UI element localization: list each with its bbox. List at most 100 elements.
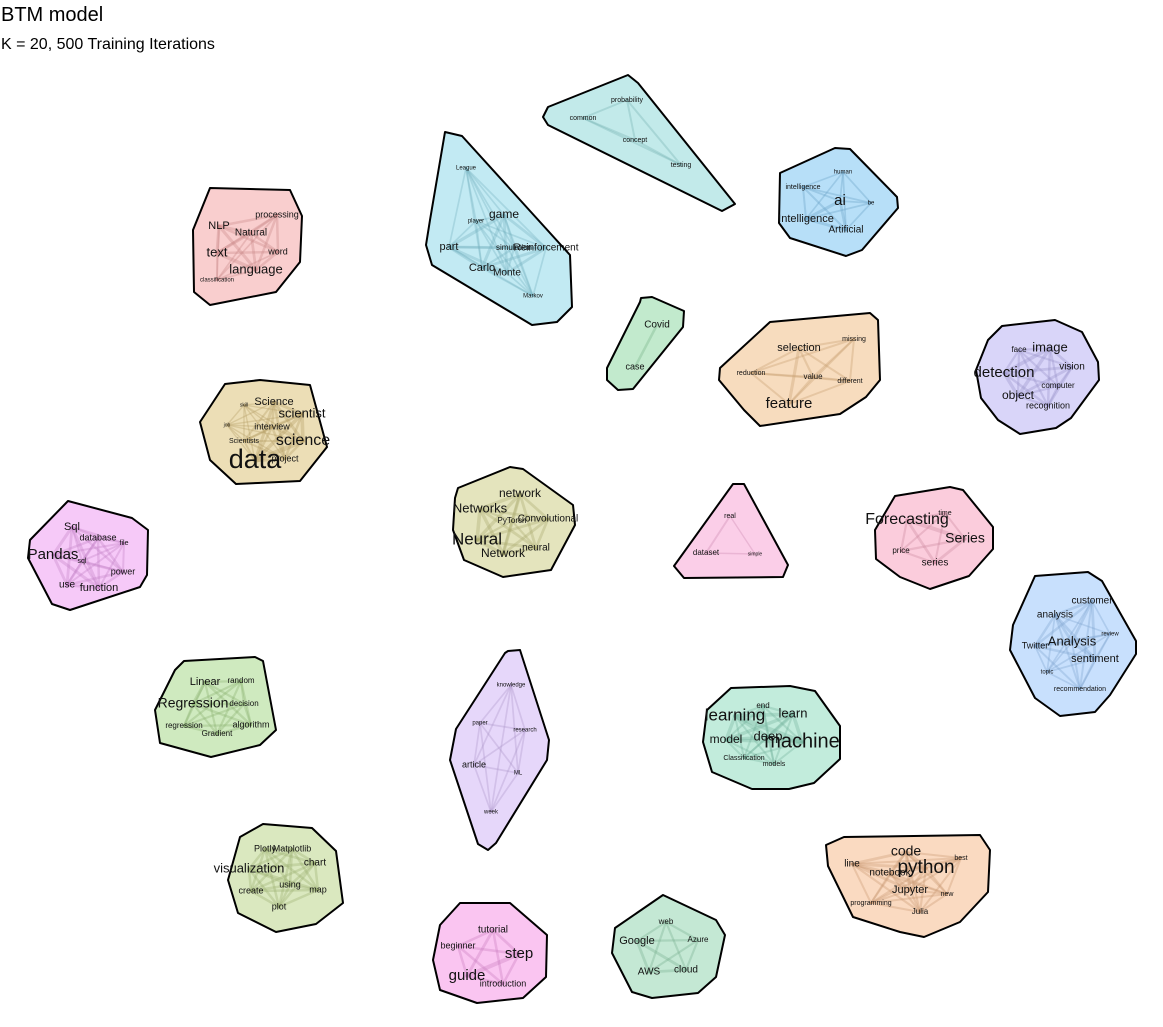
term-edge xyxy=(249,861,317,893)
term-edge xyxy=(70,525,100,540)
term-edge xyxy=(904,850,912,892)
term-edge xyxy=(1046,365,1074,408)
term-edge xyxy=(925,857,962,869)
term-edge xyxy=(802,186,847,231)
term-edge xyxy=(216,232,252,281)
term-label: Network xyxy=(481,546,526,560)
term-label: tutorial xyxy=(478,925,508,936)
term-edge xyxy=(243,440,256,462)
term-edge xyxy=(1048,346,1060,388)
term-edge xyxy=(908,888,922,914)
term-edge xyxy=(582,117,682,166)
topic-hull xyxy=(199,379,328,485)
term-label: Jupyter xyxy=(892,884,928,896)
term-edge xyxy=(253,425,274,463)
term-edge xyxy=(1056,365,1074,388)
term-edge xyxy=(490,684,512,813)
term-edge xyxy=(750,372,790,405)
term-edge xyxy=(226,413,303,426)
term-edge xyxy=(249,847,294,893)
term-label: text xyxy=(207,244,228,259)
term-edge xyxy=(1017,348,1050,408)
term-edge xyxy=(272,400,304,416)
term-edge xyxy=(216,225,220,281)
term-edge xyxy=(226,424,286,460)
term-label: review xyxy=(1101,632,1119,638)
term-edge xyxy=(851,863,872,904)
term-edge xyxy=(70,525,101,590)
term-edge xyxy=(243,401,275,442)
term-edge xyxy=(182,680,207,728)
term-edge xyxy=(456,928,495,948)
term-edge xyxy=(505,246,548,275)
term-edge xyxy=(888,871,922,914)
term-edge xyxy=(787,375,815,406)
term-edge xyxy=(510,684,526,731)
term-edge xyxy=(851,857,962,865)
term-label: recommendation xyxy=(1054,686,1106,693)
topic-hull xyxy=(874,486,994,590)
term-edge xyxy=(582,117,636,141)
term-label: simple xyxy=(748,551,763,557)
term-label: skill xyxy=(240,402,248,408)
term-edge xyxy=(96,536,101,590)
term-edge xyxy=(65,570,125,587)
topic-hull xyxy=(611,894,726,999)
term-label: be xyxy=(868,201,875,207)
term-label: Markov xyxy=(523,294,543,300)
term-edge xyxy=(247,861,317,871)
term-label: Linear xyxy=(190,676,221,688)
term-edge xyxy=(1002,371,1060,388)
term-label: knowledge xyxy=(497,683,526,689)
term-edge xyxy=(1048,346,1074,369)
term-edge xyxy=(905,851,962,859)
term-edge xyxy=(849,338,855,382)
term-edge xyxy=(517,729,526,774)
term-edge xyxy=(743,705,764,759)
term-edge xyxy=(724,712,795,742)
topic-hull xyxy=(825,834,991,938)
topic-cluster-reinforcement: League game player part simulationReinforcem… xyxy=(425,131,579,326)
term-label: Plotly xyxy=(254,843,277,853)
term-edge xyxy=(465,167,508,274)
term-edge xyxy=(448,246,534,297)
term-edge xyxy=(249,888,320,893)
term-edge xyxy=(870,857,962,904)
term-label: intelligence xyxy=(785,184,820,191)
term-label: deep xyxy=(754,728,783,743)
topic-cluster-feature: selection missing reduction value different f… xyxy=(718,312,881,427)
term-edge xyxy=(905,518,937,565)
term-edge xyxy=(534,517,550,550)
term-label: Regression xyxy=(158,695,229,711)
term-edge xyxy=(870,893,948,904)
term-label: use xyxy=(59,580,76,591)
term-edge xyxy=(851,863,948,895)
term-edge xyxy=(724,735,770,742)
term-edge xyxy=(490,772,519,813)
term-edge xyxy=(734,715,745,759)
term-edge xyxy=(812,376,851,382)
term-edge xyxy=(899,518,909,553)
term-edge xyxy=(247,867,292,887)
term-edge xyxy=(501,492,522,556)
term-label: object xyxy=(1002,388,1035,402)
term-edge xyxy=(491,928,521,956)
term-edge xyxy=(791,712,804,744)
term-edge xyxy=(933,537,967,565)
term-edge xyxy=(203,680,253,727)
term-edge xyxy=(480,266,509,275)
term-edge xyxy=(919,857,962,913)
term-label: code xyxy=(891,843,922,859)
term-edge xyxy=(253,412,304,463)
term-label: learn xyxy=(779,705,808,720)
term-label: new xyxy=(941,891,955,898)
term-edge xyxy=(743,757,775,765)
term-label: customer xyxy=(1071,596,1113,607)
term-edge xyxy=(1016,394,1050,408)
term-edge xyxy=(249,847,267,893)
topic-hull xyxy=(227,823,344,933)
term-edge xyxy=(182,702,246,728)
term-edge xyxy=(839,200,872,204)
term-edge xyxy=(502,213,516,250)
